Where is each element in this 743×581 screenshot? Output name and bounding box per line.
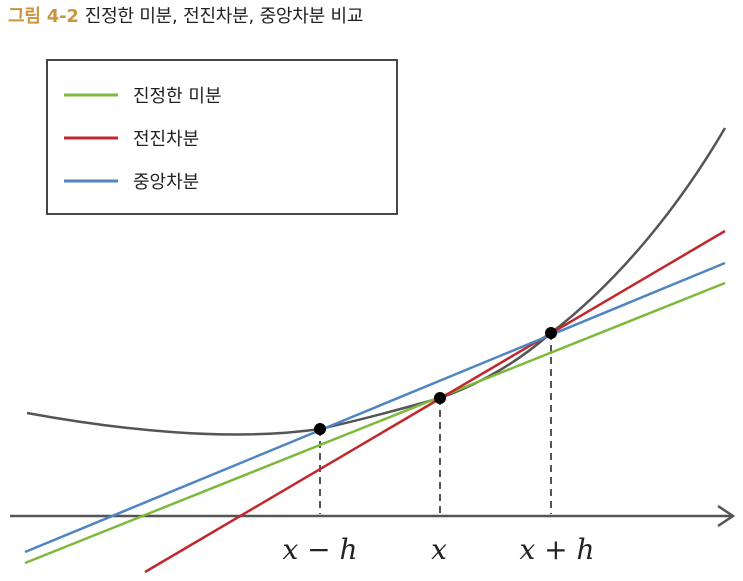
legend: 진정한 미분 전진차분 중앙차분 xyxy=(46,59,398,215)
figure-caption: 그림 4-2 진정한 미분, 전진차분, 중앙차분 비교 xyxy=(8,6,363,28)
central-difference-line xyxy=(24,261,726,554)
tick-label-x: x xyxy=(431,533,447,566)
figure-number: 그림 4-2 xyxy=(8,6,79,27)
legend-label-forward-difference: 전진차분 xyxy=(133,129,199,150)
tick-label-x-minus-h: x − h xyxy=(282,533,357,566)
tick-label-x-plus-h: x + h xyxy=(519,533,594,566)
legend-label-central-difference: 중앙차분 xyxy=(133,172,199,193)
forward-difference-line xyxy=(144,229,726,574)
x-axis-arrowhead xyxy=(717,504,736,528)
point-x-minus-h xyxy=(314,423,326,435)
point-x xyxy=(434,392,446,404)
legend-label-true-derivative: 진정한 미분 xyxy=(133,86,222,107)
figure-title: 진정한 미분, 전진차분, 중앙차분 비교 xyxy=(84,6,364,27)
point-x-plus-h xyxy=(545,327,557,339)
true-derivative-line xyxy=(24,281,726,565)
